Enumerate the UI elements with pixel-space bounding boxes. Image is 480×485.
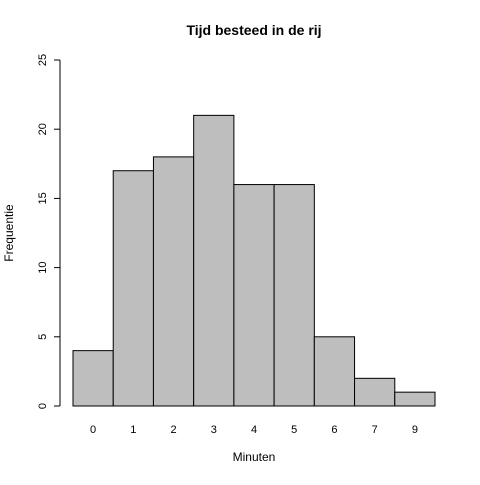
x-tick-label: 7 <box>372 424 378 436</box>
y-tick-label: 15 <box>37 192 49 204</box>
x-tick-label: 9 <box>412 424 418 436</box>
chart-title: Tijd besteed in de rij <box>186 22 321 38</box>
bar-6 <box>313 336 356 407</box>
y-tick-label: 20 <box>37 123 49 135</box>
y-axis-label: Frequentie <box>2 204 16 262</box>
x-tick-label: 4 <box>251 424 257 436</box>
bar-4 <box>233 184 275 407</box>
bar-5 <box>273 184 315 407</box>
x-axis-label: Minuten <box>233 450 276 464</box>
x-tick-label: 0 <box>90 424 96 436</box>
x-tick-label: 2 <box>170 424 176 436</box>
bar-1 <box>112 170 154 407</box>
bar-3 <box>193 114 235 407</box>
bar-0 <box>72 350 114 407</box>
x-tick-label: 1 <box>130 424 136 436</box>
bar-2 <box>152 156 195 407</box>
x-tick-label: 5 <box>291 424 297 436</box>
x-tick-label: 3 <box>211 424 217 436</box>
y-tick-label: 0 <box>37 403 49 409</box>
bar-7 <box>354 377 396 407</box>
bar-9 <box>394 391 436 407</box>
y-tick-label: 5 <box>37 334 49 340</box>
y-tick-label: 25 <box>37 54 49 66</box>
x-tick-label: 6 <box>331 424 337 436</box>
bars-group <box>72 114 436 407</box>
y-tick-label: 10 <box>37 261 49 273</box>
y-axis: 0 5 10 15 20 25 <box>37 54 61 409</box>
x-tick-labels: 0 1 2 3 4 5 6 7 9 <box>90 424 418 436</box>
